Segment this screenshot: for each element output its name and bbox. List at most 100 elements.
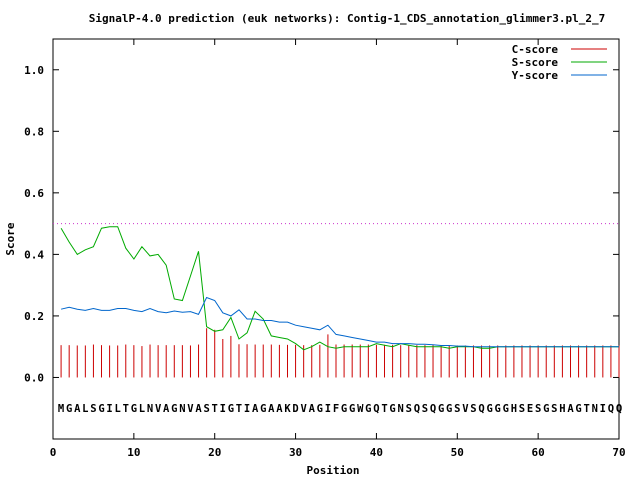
sequence-letter: L	[82, 403, 88, 415]
legend-label: S-score	[512, 56, 559, 69]
sequence-letter: V	[300, 403, 307, 415]
y-tick-label: 0.8	[24, 125, 44, 138]
sequence-letter: L	[115, 403, 121, 415]
sequence-letter: A	[163, 403, 170, 415]
sequence-letter: G	[341, 403, 347, 415]
sequence-letter: E	[527, 403, 533, 415]
x-tick-label: 70	[612, 446, 625, 459]
sequence-letter: S	[535, 403, 541, 415]
sequence-letter: Q	[430, 403, 436, 415]
x-tick-label: 40	[370, 446, 383, 459]
x-axis-label: Position	[307, 464, 360, 477]
sequence-letter: I	[600, 403, 606, 415]
sequence-letter: G	[389, 403, 395, 415]
sequence-letter: S	[422, 403, 428, 415]
x-tick-label: 0	[50, 446, 57, 459]
y-score-line	[60, 296, 619, 348]
x-axis: 0 10 20 30 40 50 60 70	[50, 39, 626, 459]
y-tick-label: 0.2	[24, 310, 44, 323]
sequence-letter: T	[583, 403, 589, 415]
sequence-letter: G	[438, 403, 444, 415]
sequence-letter: Q	[414, 403, 420, 415]
sequence-letter: S	[454, 403, 460, 415]
sequence-letter: G	[486, 403, 492, 415]
sequence-letter: G	[228, 403, 234, 415]
sequence-letter: T	[212, 403, 218, 415]
sequence-letter: I	[244, 403, 250, 415]
sequence-letter: Q	[478, 403, 484, 415]
y-axis: 0.0 0.2 0.4 0.6 0.8 1.0	[24, 64, 619, 384]
y-tick-label: 0.6	[24, 187, 44, 200]
sequence-letter: S	[551, 403, 557, 415]
sequence-letter: A	[252, 403, 259, 415]
x-tick-label: 60	[532, 446, 545, 459]
sequence-letter: A	[268, 403, 275, 415]
sequence-letter: I	[220, 403, 226, 415]
sequence-letter: T	[123, 403, 129, 415]
x-tick-label: 10	[127, 446, 140, 459]
sequence-letter: N	[398, 403, 404, 415]
sequence-letter: Q	[608, 403, 614, 415]
sequence-letter: H	[511, 403, 517, 415]
sequence-letter: G	[365, 403, 371, 415]
sequence-letter: G	[66, 403, 72, 415]
sequence-letter: G	[495, 403, 501, 415]
sequence-letter: S	[470, 403, 476, 415]
sequence-letter: N	[179, 403, 185, 415]
sequence-letter: T	[236, 403, 242, 415]
sequence-letter: A	[74, 403, 81, 415]
sequence-letter: M	[58, 403, 64, 415]
sequence-letter: F	[333, 403, 339, 415]
y-tick-label: 1.0	[24, 64, 44, 77]
sequence-letter: A	[567, 403, 574, 415]
s-score-line	[60, 226, 619, 351]
sequence-letter: A	[195, 403, 202, 415]
plot-frame	[52, 38, 620, 440]
sequence-letter: G	[171, 403, 177, 415]
sequence-letter: G	[260, 403, 266, 415]
sequence-letter: I	[325, 403, 331, 415]
sequence-letter: G	[349, 403, 355, 415]
sequence-letter: G	[446, 403, 452, 415]
y-tick-label: 0.4	[24, 248, 44, 261]
sequence-letter: Q	[616, 403, 622, 415]
sequence-letter: I	[106, 403, 112, 415]
sequence-letter: G	[575, 403, 581, 415]
sequence-letter: N	[147, 403, 153, 415]
c-score-impulses	[60, 328, 620, 378]
y-tick-label: 0.0	[24, 371, 44, 384]
chart-title: SignalP-4.0 prediction (euk networks): C…	[89, 12, 606, 25]
sequence-letter: K	[284, 403, 291, 415]
sequence-letter: L	[139, 403, 145, 415]
sequence-letter: A	[276, 403, 283, 415]
sequence-letter: T	[381, 403, 387, 415]
sequence-letter: V	[462, 403, 469, 415]
sequence-letter: V	[187, 403, 194, 415]
y-axis-label: Score	[4, 222, 17, 255]
sequence-letter: D	[292, 403, 298, 415]
x-tick-label: 50	[451, 446, 464, 459]
sequence-letter: H	[559, 403, 565, 415]
sequence-letter: S	[406, 403, 412, 415]
legend-label: Y-score	[512, 69, 559, 82]
legend-label: C-score	[512, 43, 559, 56]
score-lines	[60, 226, 619, 351]
sequence-letter: S	[519, 403, 525, 415]
sequence-letter: A	[309, 403, 316, 415]
sequence-letter: G	[503, 403, 509, 415]
sequence-letter: G	[317, 403, 323, 415]
sequence-letter: S	[203, 403, 209, 415]
sequence-letter: S	[90, 403, 96, 415]
sequence-letter: G	[98, 403, 104, 415]
x-tick-label: 30	[289, 446, 302, 459]
sequence-letter: G	[131, 403, 137, 415]
sequence-letter: G	[543, 403, 549, 415]
x-tick-label: 20	[208, 446, 221, 459]
sequence-letter: V	[155, 403, 162, 415]
sequence-letter: Q	[373, 403, 379, 415]
sequence-letter: N	[592, 403, 598, 415]
sequence-letter: W	[357, 403, 364, 415]
